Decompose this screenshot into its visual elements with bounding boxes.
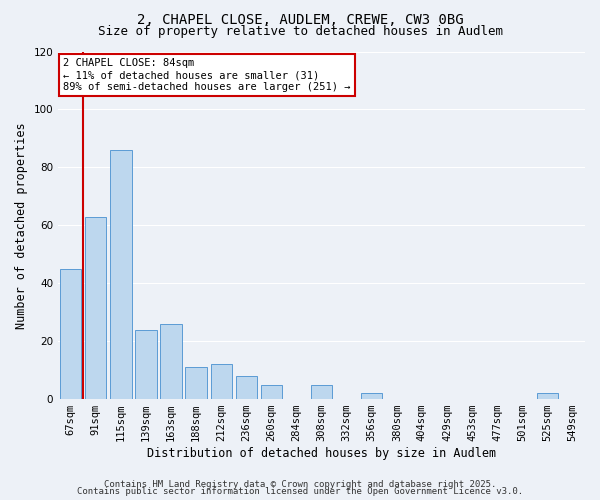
Bar [261, 384, 282, 399]
Bar [311, 384, 332, 399]
Y-axis label: Number of detached properties: Number of detached properties [15, 122, 28, 328]
Bar [85, 216, 106, 399]
Bar [211, 364, 232, 399]
Bar [537, 394, 558, 399]
Text: 2, CHAPEL CLOSE, AUDLEM, CREWE, CW3 0BG: 2, CHAPEL CLOSE, AUDLEM, CREWE, CW3 0BG [137, 12, 463, 26]
X-axis label: Distribution of detached houses by size in Audlem: Distribution of detached houses by size … [147, 447, 496, 460]
Text: Size of property relative to detached houses in Audlem: Size of property relative to detached ho… [97, 25, 503, 38]
Bar [60, 268, 82, 399]
Bar [160, 324, 182, 399]
Bar [185, 367, 207, 399]
Bar [361, 394, 382, 399]
Bar [110, 150, 131, 399]
Text: Contains HM Land Registry data © Crown copyright and database right 2025.: Contains HM Land Registry data © Crown c… [104, 480, 496, 489]
Bar [136, 330, 157, 399]
Text: 2 CHAPEL CLOSE: 84sqm
← 11% of detached houses are smaller (31)
89% of semi-deta: 2 CHAPEL CLOSE: 84sqm ← 11% of detached … [64, 58, 351, 92]
Bar [236, 376, 257, 399]
Text: Contains public sector information licensed under the Open Government Licence v3: Contains public sector information licen… [77, 488, 523, 496]
